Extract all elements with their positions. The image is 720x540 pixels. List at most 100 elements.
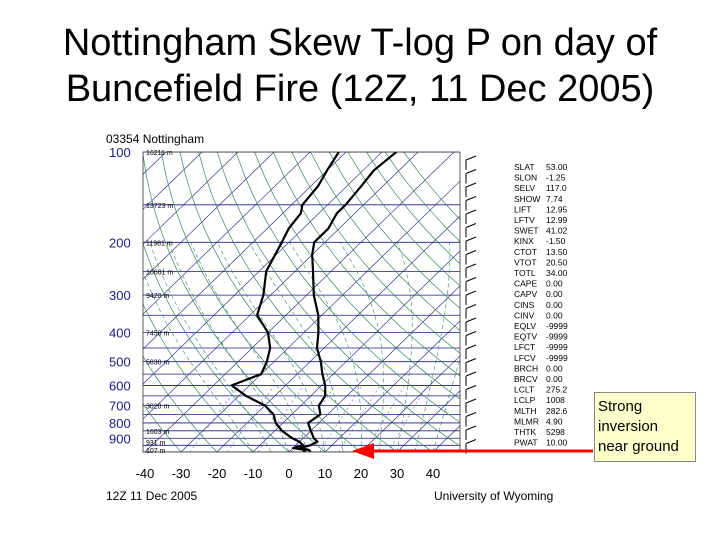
index-name: KINX — [514, 236, 534, 246]
index-name: LFTV — [514, 215, 535, 225]
x-tick-label: 0 — [285, 466, 292, 481]
index-name: LFCT — [514, 342, 535, 352]
index-name: VTOT — [514, 257, 537, 267]
index-value: 0.00 — [546, 279, 563, 289]
wind-barb-flag — [465, 344, 477, 350]
inversion-arrow — [352, 443, 593, 459]
y-tick-label: 500 — [109, 355, 131, 370]
index-name: THTK — [514, 427, 537, 437]
mixing-ratio-line — [364, 385, 405, 452]
isotherm-line — [143, 152, 383, 385]
moist-adiabat-line — [249, 242, 344, 452]
mixing-ratio-line — [319, 385, 363, 452]
wind-barb-flag — [465, 371, 477, 377]
wind-barb-flag — [465, 277, 477, 282]
index-value: -9999 — [546, 332, 568, 342]
mixing-ratio-line — [189, 385, 240, 452]
diagram-background-lines — [143, 152, 460, 452]
index-name: LFCV — [514, 353, 536, 363]
moist-adiabat-line — [339, 242, 384, 452]
height-label: 931 m — [146, 440, 166, 447]
index-name: CAPV — [514, 289, 537, 299]
dry-adiabat-line — [198, 152, 434, 452]
isotherm-line — [143, 152, 311, 315]
wind-barb-flag — [465, 331, 477, 336]
index-name: CAPE — [514, 279, 537, 289]
index-value: 282.6 — [546, 406, 568, 416]
isotherm-line — [143, 152, 275, 280]
index-value: 20.50 — [546, 257, 568, 267]
index-name: LCLT — [514, 385, 534, 395]
callout-line-2: inversion — [598, 418, 659, 435]
isotherm-line — [252, 250, 460, 452]
x-tick-label: -10 — [244, 466, 263, 481]
slide-title-line-1: Nottingham Skew T-log P on day of — [62, 22, 658, 64]
index-name: CTOT — [514, 247, 537, 257]
height-label: 107 m — [146, 448, 166, 455]
mixing-ratio-line — [227, 385, 275, 452]
series-clip-group — [230, 152, 398, 452]
index-name: BRCV — [514, 374, 538, 384]
dry-adiabat-line — [179, 152, 398, 452]
index-value: 0.00 — [546, 289, 563, 299]
index-value: 0.00 — [546, 363, 563, 373]
slide-title: Nottingham Skew T-log P on day of Buncef… — [0, 20, 720, 112]
wind-barb-flag — [465, 398, 477, 404]
index-value: -1.50 — [546, 236, 566, 246]
dry-adiabat-line — [310, 152, 460, 331]
index-value: 41.02 — [546, 226, 568, 236]
index-value: 0.00 — [546, 300, 563, 310]
wind-barb-flag — [465, 182, 477, 188]
dry-adiabat-line — [143, 152, 326, 452]
isotherm-line — [143, 152, 347, 350]
wind-barb-flag — [465, 223, 477, 228]
wind-barb-flag — [465, 196, 477, 201]
index-name: MLTH — [514, 406, 537, 416]
wind-barb-flag — [465, 317, 477, 323]
height-label: 7450 m — [146, 331, 170, 338]
index-value: -9999 — [546, 353, 568, 363]
mixing-ratio-line — [257, 385, 304, 452]
moist-adiabat-line — [432, 357, 460, 452]
y-tick-label: 300 — [109, 288, 131, 303]
wind-barb-flag — [465, 290, 477, 296]
index-value: 12.95 — [546, 204, 568, 214]
dry-adiabat-line — [347, 152, 460, 287]
index-value: 12.99 — [546, 215, 568, 225]
index-value: 13.50 — [546, 247, 568, 257]
y-tick-label: 100 — [109, 145, 131, 160]
index-name: SLAT — [514, 162, 535, 172]
wind-barb-flag — [465, 236, 477, 242]
moist-adiabat-line — [414, 242, 451, 452]
moist-adiabat-line — [168, 242, 290, 452]
plot-border — [142, 151, 461, 453]
y-tick-label: 900 — [109, 431, 131, 446]
wind-barb-flag — [465, 250, 477, 255]
x-tick-label: 20 — [354, 466, 368, 481]
height-label: 10661 m — [146, 269, 173, 276]
dry-adiabat-line — [160, 152, 362, 452]
isotherm-line — [143, 152, 239, 245]
index-name: SWET — [514, 226, 539, 236]
dry-adiabat-line — [143, 242, 290, 452]
moist-adiabat-line — [289, 242, 362, 452]
callout-line-3: near ground — [598, 438, 679, 455]
x-tick-label: -30 — [172, 466, 191, 481]
isotherm-line — [288, 285, 460, 452]
wind-barb-flag — [465, 439, 477, 444]
x-tick-label: -20 — [208, 466, 227, 481]
index-name: TOTL — [514, 268, 536, 278]
index-value: 275.2 — [546, 385, 568, 395]
dry-adiabat-line — [143, 355, 218, 452]
index-name: BRCH — [514, 363, 538, 373]
y-tick-label: 700 — [109, 399, 131, 414]
stability-indices-table: SLAT 53.00 SLON -1.25 SELV 117.0 SHOW 7.74 LIFT 1… — [514, 162, 568, 448]
index-name: EQLV — [514, 321, 536, 331]
series-dewpoint-line — [230, 152, 340, 452]
height-label: 11981 m — [146, 240, 173, 247]
moist-adiabat-line — [143, 271, 254, 452]
x-tick-label: 40 — [426, 466, 440, 481]
y-tick-label: 200 — [109, 235, 131, 250]
index-value: 0.00 — [546, 310, 563, 320]
wind-barb-flag — [465, 385, 477, 390]
